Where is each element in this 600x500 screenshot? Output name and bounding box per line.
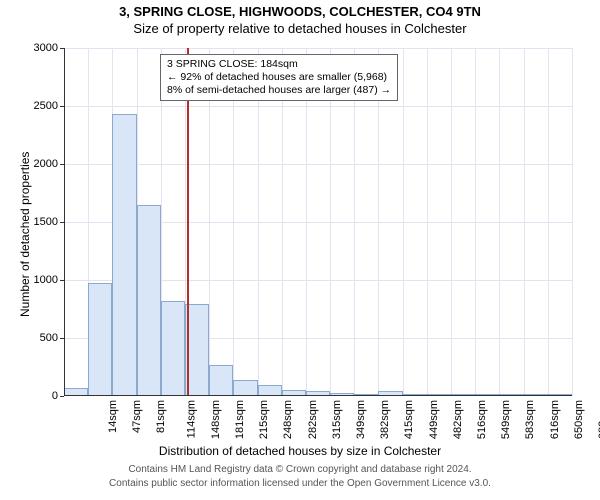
x-tick-label: 14sqm [107, 400, 119, 433]
x-axis-label: Distribution of detached houses by size … [0, 444, 600, 458]
annotation-line3: 8% of semi-detached houses are larger (4… [167, 84, 391, 97]
y-tick-label: 1000 [34, 274, 58, 286]
x-tick-label: 215sqm [258, 400, 270, 439]
x-tick-label: 47sqm [131, 400, 143, 433]
x-tick-label: 616sqm [549, 400, 561, 439]
x-tick-label: 516sqm [476, 400, 488, 439]
x-tick-label: 282sqm [307, 400, 319, 439]
gridline-h [64, 106, 572, 107]
annotation-line2: ← 92% of detached houses are smaller (5,… [167, 71, 391, 84]
x-tick-label: 382sqm [379, 400, 391, 439]
x-tick-label: 81sqm [156, 400, 168, 433]
x-axis-line [64, 395, 572, 396]
x-tick-label: 248sqm [283, 400, 295, 439]
gridline-h [64, 48, 572, 49]
x-tick-label: 349sqm [355, 400, 367, 439]
histogram-bar [88, 283, 112, 396]
y-axis-label: Number of detached properties [18, 152, 32, 317]
gridline-h [64, 164, 572, 165]
x-tick-label: 482sqm [452, 400, 464, 439]
x-tick-label: 449sqm [428, 400, 440, 439]
histogram-bar [233, 380, 257, 396]
annotation-box: 3 SPRING CLOSE: 184sqm ← 92% of detached… [160, 54, 398, 101]
histogram-bar [161, 301, 185, 396]
x-tick-label: 549sqm [500, 400, 512, 439]
x-tick-label: 315sqm [331, 400, 343, 439]
y-axis-line [64, 48, 65, 396]
x-tick-label: 114sqm [185, 400, 197, 438]
y-tick-mark [60, 396, 64, 397]
histogram-bar [209, 365, 233, 396]
page-title-line1: 3, SPRING CLOSE, HIGHWOODS, COLCHESTER, … [0, 4, 600, 19]
y-tick-label: 3000 [34, 42, 58, 54]
y-tick-label: 0 [52, 390, 58, 402]
x-tick-label: 181sqm [234, 400, 246, 439]
y-tick-label: 500 [40, 332, 58, 344]
page-title-line2: Size of property relative to detached ho… [0, 21, 600, 36]
y-tick-label: 1500 [34, 216, 58, 228]
x-tick-label: 650sqm [573, 400, 585, 439]
y-tick-label: 2500 [34, 100, 58, 112]
footer-line1: Contains HM Land Registry data © Crown c… [0, 464, 600, 475]
y-tick-label: 2000 [34, 158, 58, 170]
histogram-bar [112, 114, 136, 396]
x-tick-label: 148sqm [210, 400, 222, 439]
gridline-v [572, 48, 573, 396]
histogram-bar [137, 205, 161, 396]
x-tick-label: 583sqm [524, 400, 536, 439]
annotation-line1: 3 SPRING CLOSE: 184sqm [167, 58, 391, 71]
x-tick-label: 415sqm [404, 400, 416, 439]
footer-line2: Contains public sector information licen… [0, 478, 600, 489]
